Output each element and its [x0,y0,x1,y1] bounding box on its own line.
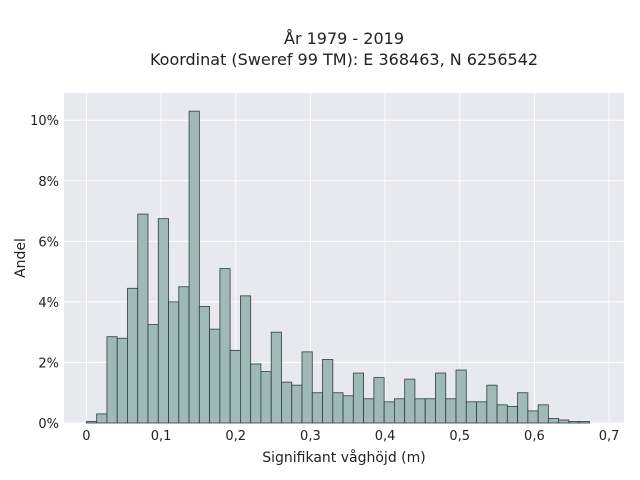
x-tick-label: 0,6 [524,429,545,444]
histogram-bar [537,404,549,424]
histogram-bar [260,371,272,424]
histogram-bar [137,213,149,424]
histogram-bar [578,421,590,424]
histogram-bar [209,328,221,424]
histogram-bar [465,401,477,424]
histogram-bar [517,392,529,424]
x-tick-label: 0,5 [449,429,470,444]
y-axis-title: Andel [13,238,29,278]
histogram-bar [558,419,570,424]
x-tick-label: 0,3 [300,429,321,444]
histogram-bar [476,401,488,424]
histogram-bars [86,110,590,424]
y-tick-label: 10% [30,114,59,129]
histogram-bar [332,392,344,424]
histogram-bar [291,384,303,424]
histogram-bar [147,324,159,424]
histogram-bar [352,372,365,424]
histogram-bar [229,349,241,424]
histogram-bar [168,301,180,424]
chart-title: År 1979 - 2019 Koordinat (Sweref 99 TM):… [0,28,640,70]
y-tick-label: 2% [38,356,59,371]
histogram-bar [219,268,231,424]
x-tick-label: 0,2 [225,429,246,444]
histogram-bar [568,421,580,424]
x-tick-label: 0,1 [151,429,172,444]
histogram-bar [311,392,323,424]
histogram-bar [106,336,118,424]
y-tick-label: 0% [38,417,59,432]
histogram-bar [178,286,190,424]
histogram-bar [250,363,262,424]
y-tick-label: 8% [38,175,59,190]
histogram-bar [239,295,252,424]
histogram-bar [342,395,354,424]
chart-title-line-2: Koordinat (Sweref 99 TM): E 368463, N 62… [149,50,539,69]
histogram-bar [270,331,282,424]
x-axis-title: Signifikant våghöjd (m) [262,449,425,466]
histogram-bar [86,421,98,424]
histogram-bar [363,398,375,424]
histogram-bar [445,398,457,424]
histogram-bar [157,218,169,424]
y-tick-label: 4% [38,296,59,311]
chart-title-line-1: År 1979 - 2019 [284,29,404,48]
histogram-bar [506,405,519,424]
histogram-bar [198,306,210,424]
x-tick-label: 0 [82,429,90,444]
histogram-bar [486,384,498,424]
histogram-bar [96,413,108,424]
histogram-bar [127,287,139,424]
axis-ticks: 0 0,1 0,2 0,3 0,4 0,5 0,6 0,7 0% 2% 4% 6% 8% 10% [30,114,619,444]
x-tick-label: 0,4 [375,429,396,444]
histogram-bar [435,372,447,424]
histogram-bar [301,351,313,424]
histogram-bar [414,398,426,424]
histogram-bar [188,110,200,424]
histogram-bar [455,369,467,424]
histogram-bar [281,381,293,424]
histogram-bar [527,410,539,424]
y-tick-label: 6% [38,235,59,250]
histogram-bar [373,377,385,424]
histogram-bar [116,337,128,424]
histogram-bar [322,359,334,424]
histogram-bar [548,418,560,424]
histogram-bar [383,401,395,424]
histogram-bar [496,404,508,424]
histogram-bar [404,378,416,424]
histogram-bar [393,398,406,424]
x-tick-label: 0,7 [599,429,620,444]
histogram-bar [424,398,436,424]
